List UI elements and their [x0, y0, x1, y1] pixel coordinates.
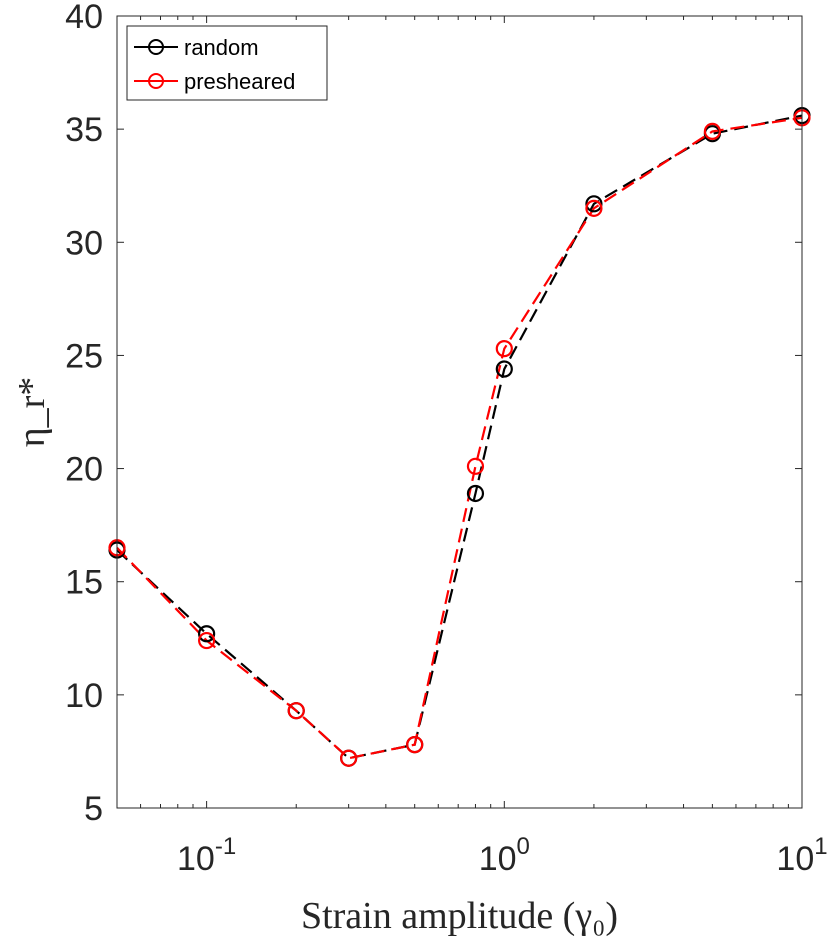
legend-marker-presheared — [148, 73, 164, 89]
plot-frame — [116, 15, 803, 809]
legend: random presheared — [126, 25, 328, 101]
y-tick-label: 40 — [65, 0, 103, 36]
plot-background — [117, 16, 802, 808]
x-tick-label: 100 — [479, 833, 530, 878]
y-tick-label: 15 — [65, 564, 103, 602]
y-axis-label: η_r* — [11, 377, 53, 448]
data-point-presheared — [585, 199, 603, 217]
data-point-random — [495, 360, 513, 378]
x-axis-label: Strain amplitude (γ₀) — [301, 895, 618, 937]
data-point-presheared — [340, 749, 358, 767]
data-point-random — [585, 195, 603, 213]
y-tick-label: 20 — [65, 451, 103, 489]
data-point-presheared — [406, 736, 424, 754]
y-tick-label: 10 — [65, 677, 103, 715]
x-tick-label: 101 — [776, 833, 827, 878]
data-point-presheared — [287, 702, 305, 720]
y-tick-label: 5 — [84, 790, 103, 828]
data-point-random — [466, 484, 485, 503]
data-point-presheared — [703, 122, 721, 141]
y-tick-label: 25 — [65, 337, 103, 375]
tick-labels: 5 10 15 20 25 30 35 40 10-1 100 101 — [65, 0, 827, 878]
series-layer — [108, 106, 811, 767]
series-line-random — [116, 114, 803, 760]
data-point-random — [198, 625, 216, 643]
data-point-presheared — [495, 340, 513, 358]
legend-marker-random — [148, 39, 164, 55]
y-tick-label: 35 — [65, 111, 103, 149]
legend-label-presheared: presheared — [184, 69, 295, 94]
data-point-presheared — [198, 631, 216, 650]
data-point-presheared — [466, 457, 485, 475]
y-tick-label: 30 — [65, 224, 103, 262]
x-tick-label: 10-1 — [177, 833, 236, 878]
legend-label-random: random — [184, 35, 259, 60]
